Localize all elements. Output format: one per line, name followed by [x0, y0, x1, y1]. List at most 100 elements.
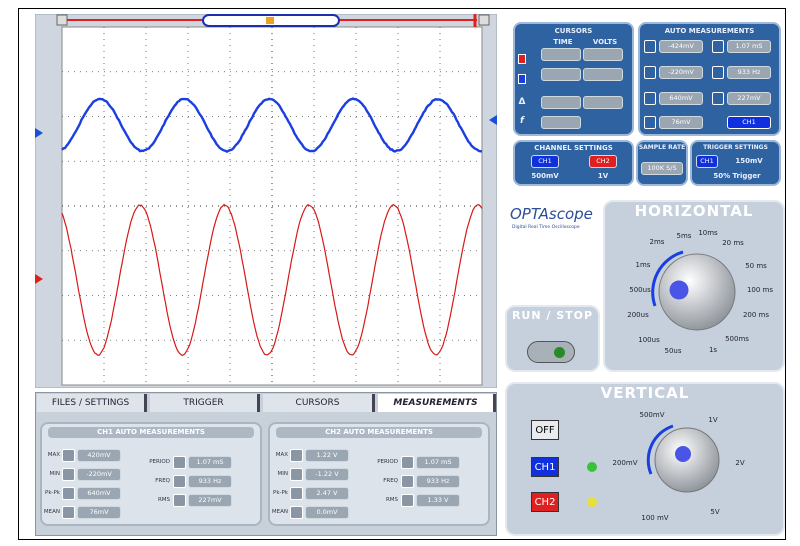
volts-label: 100 mV [641, 514, 668, 522]
sample-rate-title: SAMPLE RATE [638, 144, 686, 151]
trigger-channel: CH1 [696, 155, 718, 168]
channel-settings-title: CHANNEL SETTINGS [515, 144, 632, 152]
wave-icon [644, 116, 656, 129]
cursor-readout [541, 116, 581, 129]
measurement-value: 76mV [77, 506, 121, 519]
cursors-title: CURSORS [515, 27, 632, 35]
measurement-label: Pk-Pk [270, 490, 288, 496]
measurement-label: FREQ [144, 478, 170, 484]
wave-icon [644, 92, 656, 105]
cursor-color [518, 54, 526, 64]
wave-icon [290, 449, 303, 462]
time-base-label: 500ms [725, 335, 749, 343]
cursor-readout [541, 48, 581, 61]
cursors-panel: CURSORSTIMEVOLTSΔf [513, 22, 634, 136]
time-base-label: 10ms [698, 229, 717, 237]
run-stop-button[interactable] [527, 341, 575, 363]
auto-channel: CH1 [727, 116, 771, 129]
measurement-value: 640mV [77, 487, 121, 500]
measurement-label: PERIOD [144, 459, 170, 465]
volts-label: 1V [708, 416, 717, 424]
time-base-label: 100 ms [747, 286, 773, 294]
measurement-box: CH1 AUTO MEASUREMENTSMAX420mVMIN-220mVPk… [40, 422, 262, 526]
trigger-settings-panel: TRIGGER SETTINGSCH1150mV50% Trigger [690, 140, 781, 186]
run-indicator [554, 347, 565, 358]
wave-icon [401, 494, 414, 507]
measurement-label: MEAN [270, 509, 288, 515]
measurement-value: 933 Hz [188, 475, 232, 488]
wave-icon [644, 66, 656, 79]
measurement-label: PERIOD [372, 459, 398, 465]
channel-settings-panel: CHANNEL SETTINGSCH1CH2500mV1V [513, 140, 634, 186]
measurement-label: MEAN [42, 509, 60, 515]
trigger-settings-title: TRIGGER SETTINGS [692, 144, 779, 151]
wave-icon [290, 487, 303, 500]
knob-indicator [670, 281, 689, 300]
auto-readout: -424mV [659, 40, 703, 53]
time-base-label: 500us [629, 286, 650, 294]
time-base-label: 100us [638, 336, 659, 344]
wave-icon [401, 456, 414, 469]
cursor-readout [583, 96, 623, 109]
trigger-level: 150mV [722, 157, 776, 165]
measurement-value: 1.07 mS [416, 456, 460, 469]
measurement-label: RMS [144, 497, 170, 503]
measurement-title: CH2 AUTO MEASUREMENTS [276, 427, 482, 438]
auto-readout: -220mV [659, 66, 703, 79]
measurement-label: MAX [270, 452, 288, 458]
ch2-button: CH2 [589, 155, 617, 168]
oscilloscope-app: CURSORSTIMEVOLTSΔfAUTO MEASUREMENTS-424m… [0, 0, 800, 546]
delta-label: Δ [516, 97, 528, 107]
run-stop-title: RUN / STOP [507, 309, 598, 322]
measurement-value: 2.47 V [305, 487, 349, 500]
measurement-value: -1.22 V [305, 468, 349, 481]
freq-label: f [516, 116, 528, 126]
time-header: TIME [543, 38, 583, 46]
wave-icon [62, 506, 75, 519]
wave-icon [290, 468, 303, 481]
measurement-box: CH2 AUTO MEASUREMENTS MAX 1.22 V MIN -1.22 V… [268, 422, 490, 526]
wave-icon [173, 494, 186, 507]
time-base-label: 50 ms [745, 262, 767, 270]
wave-icon [712, 92, 724, 105]
auto-readout: 640mV [659, 92, 703, 105]
tab[interactable]: TRIGGER [150, 394, 260, 412]
ch1-button: CH1 [531, 155, 559, 168]
ch1-scale: 500mV [521, 172, 569, 180]
auto-readout: 227mV [727, 92, 771, 105]
time-base-label: 1s [709, 346, 717, 354]
time-base-label: 20 ms [722, 239, 744, 247]
measurement-value: 1.22 V [305, 449, 349, 462]
measurement-label: RMS [372, 497, 398, 503]
measurement-value: 420mV [77, 449, 121, 462]
sample-rate-value: 100K S/S [641, 162, 683, 175]
scope-display [35, 14, 497, 388]
auto-readout: 1.07 mS [727, 40, 771, 53]
measurement-label: MIN [270, 471, 288, 477]
wave-icon [62, 449, 75, 462]
volts-label: 200mV [613, 459, 638, 467]
measurement-label: MIN [42, 471, 60, 477]
sample-rate-panel: SAMPLE RATE 100K S/S [636, 140, 688, 186]
tab[interactable]: FILES / SETTINGS [37, 394, 147, 412]
cursor-color [518, 74, 526, 84]
measurement-value: 0.0mV [305, 506, 349, 519]
tab[interactable]: MEASUREMENTS [378, 394, 496, 412]
wave-icon [290, 506, 303, 519]
run-stop-panel: RUN / STOP [505, 305, 600, 372]
time-base-label: 200us [627, 311, 648, 319]
cursor-readout [541, 68, 581, 81]
volts-label: 2V [735, 459, 744, 467]
measurement-value: 227mV [188, 494, 232, 507]
time-base-label: 5ms [677, 232, 692, 240]
logo-name: OPTAscope [510, 205, 593, 223]
volts-label: 5V [710, 508, 719, 516]
wave-icon [62, 487, 75, 500]
measurement-value: 1.07 mS [188, 456, 232, 469]
cursor-readout [583, 48, 623, 61]
time-base-label: 50us [665, 347, 682, 355]
wave-icon [712, 66, 724, 79]
auto-readout: 76mV [659, 116, 703, 129]
logo-subtitle: Digital Real Time Oscilloscope [512, 225, 580, 230]
tab[interactable]: CURSORS [263, 394, 375, 412]
